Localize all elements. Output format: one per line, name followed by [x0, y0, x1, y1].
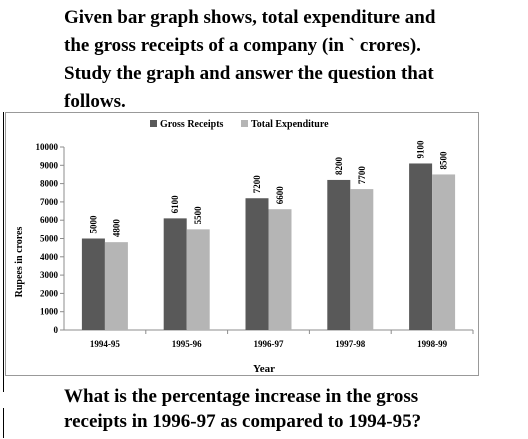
y-tick-label: 4000	[40, 252, 59, 262]
margin-line	[3, 112, 4, 392]
y-tick-label: 2000	[40, 288, 59, 298]
legend-label-expenditure: Total Expenditure	[251, 119, 329, 130]
y-tick-label: 0	[54, 325, 59, 335]
bar-gross-receipts	[327, 179, 351, 330]
x-tick-label: 1995-96	[172, 339, 202, 349]
y-tick-label: 1000	[40, 307, 59, 317]
intro-line: Study the graph and answer the question …	[64, 63, 434, 84]
x-tick-label: 1997-98	[335, 339, 365, 349]
chart-frame	[5, 112, 479, 376]
legend: Gross Receipts Total Expenditure	[150, 119, 329, 130]
bar-data-label: 5000	[88, 215, 98, 234]
x-tick-label: 1996-97	[254, 339, 284, 349]
bar-gross-receipts	[163, 218, 187, 330]
bar-data-label: 6600	[275, 186, 285, 205]
intro-line: Given bar graph shows, total expenditure…	[64, 7, 436, 28]
x-tick-label: 1994-95	[90, 339, 120, 349]
y-tick-label: 8000	[40, 179, 59, 189]
chart-svg: Gross Receipts Total Expenditure Rupees …	[5, 112, 479, 376]
bar-total-expenditure	[268, 209, 292, 330]
y-tick-label: 10000	[36, 142, 59, 152]
bar-gross-receipts	[409, 163, 433, 330]
bar-data-label: 4800	[111, 219, 121, 238]
intro-line: follows.	[64, 91, 126, 112]
bar-gross-receipts	[81, 238, 105, 330]
question-text: What is the percentage increase in the g…	[64, 384, 504, 434]
margin-line	[3, 408, 4, 438]
plot-area: 0 1000 2000 3000 4000 5000 6000 7000 8000 9000 100…	[36, 140, 474, 349]
bar-data-label: 9100	[416, 140, 426, 159]
bar-data-label: 8200	[334, 156, 344, 175]
bar-data-label: 7700	[357, 166, 367, 185]
legend-swatch-expenditure	[241, 120, 248, 127]
bar-gross-receipts	[245, 198, 269, 330]
y-tick-label: 9000	[40, 160, 59, 170]
intro-line: the gross receipts of a company (in ` cr…	[64, 35, 421, 56]
x-tick-label: 1998-99	[417, 339, 447, 349]
question-line: receipts in 1996-97 as compared to 1994-…	[64, 411, 422, 432]
y-tick-label: 6000	[40, 215, 59, 225]
bar-data-label: 5500	[193, 206, 203, 225]
intro-text: Given bar graph shows, total expenditure…	[64, 4, 524, 116]
bar-total-expenditure	[104, 242, 128, 330]
bar-data-label: 6100	[170, 195, 180, 214]
bar-chart: Gross Receipts Total Expenditure Rupees …	[5, 112, 479, 376]
y-tick-label: 7000	[40, 197, 59, 207]
y-axis-label: Rupees in crores	[14, 227, 25, 298]
bar-data-label: 7200	[252, 175, 262, 194]
x-axis-label: Year	[253, 363, 275, 375]
y-tick-label: 5000	[40, 234, 59, 244]
legend-label-gross: Gross Receipts	[160, 119, 224, 130]
bar-total-expenditure	[350, 189, 374, 330]
bar-data-label: 8500	[439, 151, 449, 170]
bar-total-expenditure	[432, 174, 456, 330]
question-line: What is the percentage increase in the g…	[64, 386, 419, 407]
legend-swatch-gross	[150, 120, 157, 127]
y-tick-label: 3000	[40, 270, 59, 280]
bar-total-expenditure	[186, 229, 210, 330]
